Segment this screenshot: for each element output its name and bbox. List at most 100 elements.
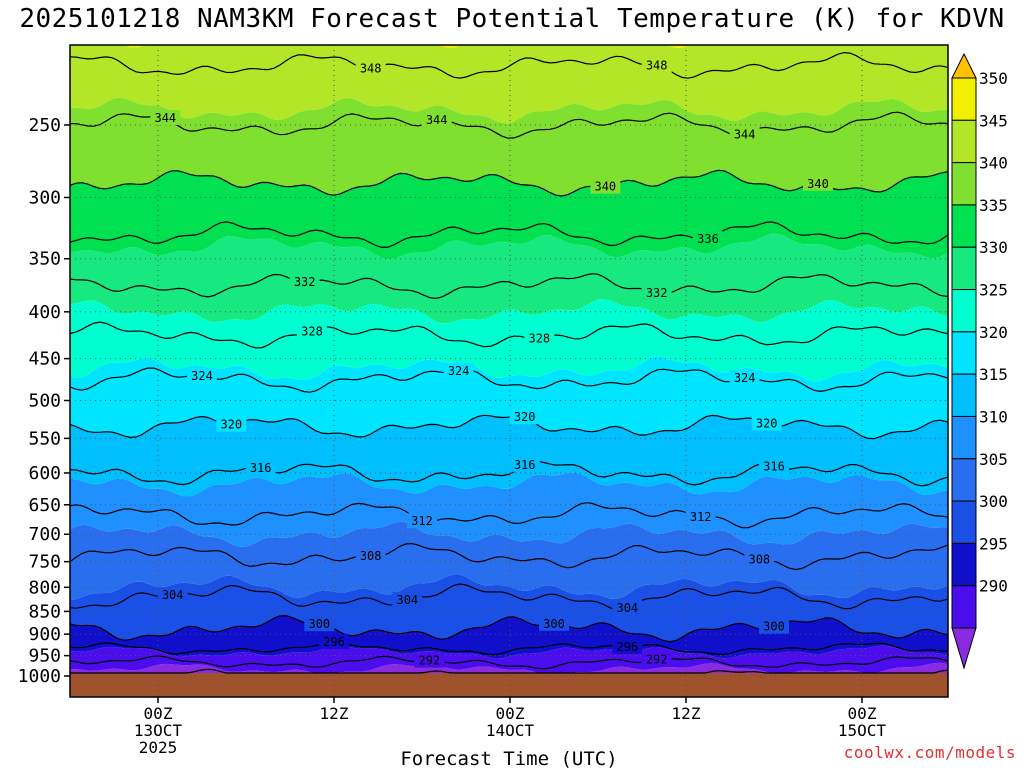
contour-label-332: 332 <box>294 275 316 289</box>
contour-label-bg-2 <box>150 109 181 125</box>
colorbar: 350 345 340 335 330 325 320 315 310 305 300 295 290 <box>951 52 1008 670</box>
contour-label-bg-3 <box>421 112 452 128</box>
contour-label-316: 316 <box>514 458 536 472</box>
contour-label-336: 336 <box>697 232 719 246</box>
contour-label-bg-20 <box>759 458 789 474</box>
contour-label-324: 324 <box>448 364 470 378</box>
contour-label-bg-0 <box>355 60 386 76</box>
contour-label-bg-22 <box>685 508 716 524</box>
theta-band-300-305 <box>70 574 948 642</box>
contour-308 <box>70 542 948 571</box>
colorbar-label-325: 325 <box>979 281 1008 300</box>
contour-label-292: 292 <box>418 654 440 668</box>
contour-label-bg-28 <box>304 616 335 632</box>
contour-label-292: 292 <box>646 652 668 666</box>
contour-316 <box>70 460 948 487</box>
colorbar-label-305: 305 <box>979 450 1008 469</box>
contour-label-324: 324 <box>191 369 213 383</box>
theta-band-345-350 <box>70 45 948 124</box>
contour-label-340: 340 <box>594 180 616 194</box>
y-tick-label-800: 800 <box>28 577 61 598</box>
contour-label-296: 296 <box>616 640 638 654</box>
colorbar-label-310: 310 <box>979 407 1008 426</box>
contour-label-bg-13 <box>443 363 474 379</box>
y-tick-label-300: 300 <box>28 187 61 208</box>
credit-link[interactable]: coolwx.com/models <box>843 743 1016 762</box>
contour-label-328: 328 <box>528 331 550 345</box>
contour-312 <box>70 502 948 529</box>
colorbar-box-5 <box>951 289 977 333</box>
contour-label-316: 316 <box>763 459 785 473</box>
contour-label-304: 304 <box>162 588 184 602</box>
colorbar-box-11 <box>951 542 977 587</box>
theta-band-310-315 <box>70 472 948 547</box>
colorbar-box-12 <box>951 585 977 629</box>
theta-band-335-340 <box>70 170 948 260</box>
y-tick-label-700: 700 <box>28 524 61 545</box>
contour-label-300: 300 <box>543 617 565 631</box>
x-tick-label-48-1: 15OCT <box>838 721 887 740</box>
contour-label-bg-25 <box>157 587 188 603</box>
ground-surface <box>70 673 948 697</box>
colorbar-box-6 <box>951 331 977 375</box>
colorbar-arrow-bottom <box>951 627 977 670</box>
colorbar-box-8 <box>951 415 977 460</box>
colorbar-box-1 <box>951 119 977 164</box>
contour-label-344: 344 <box>734 127 756 141</box>
colorbar-label-315: 315 <box>979 365 1008 384</box>
colorbar-label-320: 320 <box>979 323 1008 342</box>
contour-label-bg-10 <box>297 323 327 339</box>
contour-300 <box>70 614 948 643</box>
chart-title: 2025101218 NAM3KM Forecast Potential Tem… <box>19 4 1005 34</box>
theta-bands <box>70 45 948 673</box>
contour-352 <box>70 0 948 19</box>
y-tick-label-900: 900 <box>28 624 61 645</box>
contour-label-bg-27 <box>612 599 643 615</box>
colorbar-box-10 <box>951 500 977 544</box>
contour-label-bg-5 <box>590 178 621 194</box>
contour-label-bg-31 <box>319 633 349 649</box>
x-tick-label-24-0: 00Z <box>496 704 525 723</box>
contour-332 <box>70 273 948 300</box>
contour-label-bg-23 <box>355 548 386 564</box>
y-tick-label-1000: 1000 <box>18 666 61 687</box>
x-tick-label-0-2: 2025 <box>139 738 178 757</box>
colorbar-box-0 <box>951 77 977 121</box>
contour-label-320: 320 <box>514 410 536 424</box>
contour-label-bg-18 <box>245 459 276 475</box>
contour-label-bg-12 <box>187 367 217 383</box>
contour-label-bg-6 <box>803 175 833 191</box>
contour-label-340: 340 <box>807 177 829 191</box>
contour-label-bg-9 <box>289 274 320 290</box>
contour-labels: 348 348 344 344 344 340 340 336 332 332 328 328 324 3… <box>150 57 833 668</box>
contour-label-300: 300 <box>308 617 330 631</box>
y-tick-label-750: 750 <box>28 552 61 573</box>
colorbar-label-345: 345 <box>979 111 1008 130</box>
y-tick-label-600: 600 <box>28 463 61 484</box>
y-tick-label-950: 950 <box>28 646 61 667</box>
y-tick-label-250: 250 <box>28 115 61 136</box>
contour-label-bg-11 <box>524 330 555 346</box>
colorbar-box-3 <box>951 204 977 248</box>
y-tick-label-450: 450 <box>28 349 61 370</box>
contour-label-bg-4 <box>729 126 760 142</box>
contour-label-312: 312 <box>690 510 712 524</box>
theta-band-290-295 <box>70 645 948 673</box>
y-tick-label-350: 350 <box>28 249 61 270</box>
contour-label-328: 328 <box>301 325 323 339</box>
y-tick-label-550: 550 <box>28 428 61 449</box>
contour-label-348: 348 <box>646 59 668 73</box>
contour-label-296: 296 <box>323 635 345 649</box>
x-tick-label-48-0: 00Z <box>848 704 877 723</box>
ground-layer <box>70 673 948 697</box>
x-tick-label-0-0: 00Z <box>144 704 173 723</box>
colorbar-label-340: 340 <box>979 154 1008 173</box>
contour-label-bg-32 <box>612 638 643 654</box>
contour-label-bg-17 <box>751 415 782 431</box>
x-tick-label-12-0: 12Z <box>320 704 349 723</box>
contour-336 <box>70 221 948 249</box>
theta-band-340-345 <box>70 97 948 196</box>
theta-band-315-320 <box>70 415 948 497</box>
contour-288 <box>70 668 948 674</box>
